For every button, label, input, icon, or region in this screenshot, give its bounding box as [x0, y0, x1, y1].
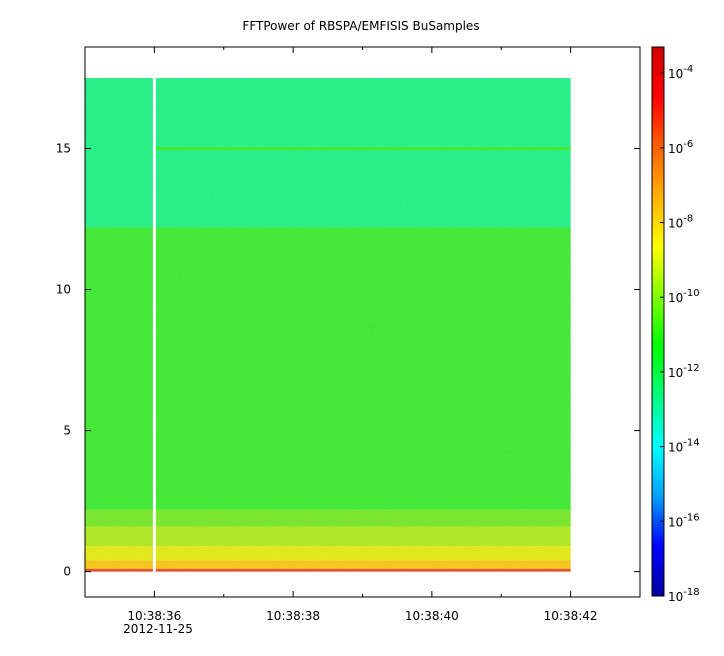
line-15hz — [154, 147, 571, 150]
spectrogram-image — [85, 78, 571, 572]
y-tick-label: 15 — [56, 142, 71, 156]
noise-texture — [85, 78, 571, 572]
x-axis: 10:38:36 10:38:38 10:38:40 10:38:42 — [84, 47, 641, 623]
colorbar-tick-label: 10-12 — [668, 363, 700, 380]
colorbar-tick-label: 10-8 — [668, 214, 693, 231]
x-tick-label: 10:38:38 — [266, 609, 320, 623]
colorbar-tick-label: 10-6 — [668, 139, 693, 156]
y-axis: 0 5 10 15 — [56, 142, 640, 579]
colorbar-tick-label: 10-14 — [668, 438, 700, 455]
colorbar-tick-label: 10-16 — [668, 512, 700, 529]
y-tick-label: 0 — [63, 565, 71, 579]
x-date-label: 2012-11-25 — [123, 622, 193, 636]
colorbar-tick-label: 10-10 — [668, 288, 700, 305]
x-tick-label: 10:38:36 — [127, 609, 181, 623]
colorbar-tick-label: 10-18 — [668, 587, 700, 604]
colorbar-ticks: 10-4 10-6 10-8 10-10 10-12 10-14 10-16 10-18 — [660, 64, 700, 604]
colorbar-scale — [651, 46, 665, 597]
colorbar-tick-label: 10-4 — [668, 64, 693, 81]
x-tick-label: 10:38:42 — [544, 609, 598, 623]
colorbar: 10-4 10-6 10-8 10-10 10-12 10-14 10-16 10-18 — [651, 46, 700, 604]
y-tick-label: 10 — [56, 283, 71, 297]
chart-title: FFTPower of RBSPA/EMFISIS BuSamples — [242, 19, 479, 33]
data-gap-line — [152, 78, 156, 572]
x-tick-label: 10:38:40 — [405, 609, 459, 623]
y-tick-label: 5 — [63, 424, 71, 438]
